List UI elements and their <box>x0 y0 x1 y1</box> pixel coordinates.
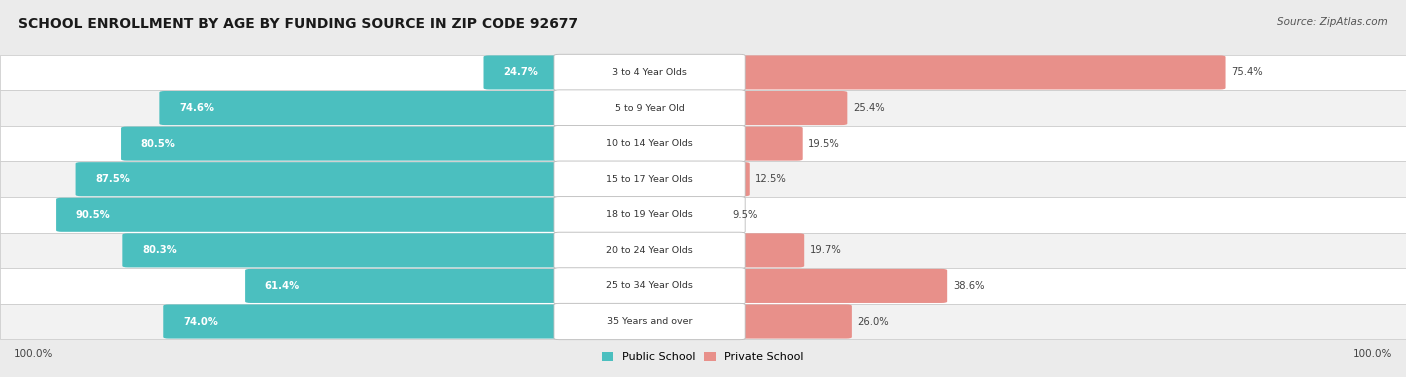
Text: 87.5%: 87.5% <box>96 174 131 184</box>
FancyBboxPatch shape <box>644 91 848 125</box>
Bar <box>0 126 1406 161</box>
Text: 19.5%: 19.5% <box>808 139 839 149</box>
Text: 80.3%: 80.3% <box>142 245 177 255</box>
Bar <box>0 197 1406 233</box>
FancyBboxPatch shape <box>122 233 655 267</box>
Text: 3 to 4 Year Olds: 3 to 4 Year Olds <box>612 68 688 77</box>
FancyBboxPatch shape <box>644 233 804 267</box>
Text: 24.7%: 24.7% <box>503 67 538 77</box>
FancyBboxPatch shape <box>554 232 745 268</box>
Text: 80.5%: 80.5% <box>141 139 176 149</box>
FancyBboxPatch shape <box>554 303 745 340</box>
Bar <box>0 233 1406 268</box>
Text: 35 Years and over: 35 Years and over <box>607 317 692 326</box>
FancyBboxPatch shape <box>159 91 655 125</box>
FancyBboxPatch shape <box>554 161 745 198</box>
Text: 90.5%: 90.5% <box>76 210 111 220</box>
Legend: Public School, Private School: Public School, Private School <box>602 352 804 362</box>
Text: 38.6%: 38.6% <box>953 281 984 291</box>
FancyBboxPatch shape <box>554 90 745 126</box>
FancyBboxPatch shape <box>245 269 655 303</box>
Text: 9.5%: 9.5% <box>733 210 758 220</box>
FancyBboxPatch shape <box>76 162 655 196</box>
Text: 10 to 14 Year Olds: 10 to 14 Year Olds <box>606 139 693 148</box>
Text: 61.4%: 61.4% <box>264 281 299 291</box>
FancyBboxPatch shape <box>554 268 745 304</box>
Text: 74.6%: 74.6% <box>179 103 214 113</box>
Text: 20 to 24 Year Olds: 20 to 24 Year Olds <box>606 246 693 255</box>
Text: 15 to 17 Year Olds: 15 to 17 Year Olds <box>606 175 693 184</box>
Text: 19.7%: 19.7% <box>810 245 842 255</box>
Text: 25.4%: 25.4% <box>853 103 884 113</box>
FancyBboxPatch shape <box>644 127 803 161</box>
FancyBboxPatch shape <box>644 198 727 232</box>
FancyBboxPatch shape <box>484 55 655 89</box>
Text: 100.0%: 100.0% <box>14 349 53 359</box>
Text: 5 to 9 Year Old: 5 to 9 Year Old <box>614 104 685 112</box>
Text: SCHOOL ENROLLMENT BY AGE BY FUNDING SOURCE IN ZIP CODE 92677: SCHOOL ENROLLMENT BY AGE BY FUNDING SOUR… <box>18 17 578 31</box>
FancyBboxPatch shape <box>554 54 745 90</box>
Text: 25 to 34 Year Olds: 25 to 34 Year Olds <box>606 282 693 290</box>
FancyBboxPatch shape <box>163 305 655 339</box>
FancyBboxPatch shape <box>554 197 745 233</box>
FancyBboxPatch shape <box>644 305 852 339</box>
Bar <box>0 161 1406 197</box>
FancyBboxPatch shape <box>644 162 749 196</box>
Bar <box>0 304 1406 339</box>
Text: 26.0%: 26.0% <box>858 317 889 326</box>
FancyBboxPatch shape <box>644 269 948 303</box>
FancyBboxPatch shape <box>554 126 745 162</box>
Text: 75.4%: 75.4% <box>1232 67 1263 77</box>
Text: Source: ZipAtlas.com: Source: ZipAtlas.com <box>1277 17 1388 27</box>
Text: 12.5%: 12.5% <box>755 174 787 184</box>
Bar <box>0 55 1406 90</box>
Bar <box>0 90 1406 126</box>
FancyBboxPatch shape <box>644 55 1226 89</box>
Text: 74.0%: 74.0% <box>183 317 218 326</box>
Text: 18 to 19 Year Olds: 18 to 19 Year Olds <box>606 210 693 219</box>
FancyBboxPatch shape <box>56 198 655 232</box>
Bar <box>0 268 1406 304</box>
Text: 100.0%: 100.0% <box>1353 349 1392 359</box>
FancyBboxPatch shape <box>121 127 655 161</box>
